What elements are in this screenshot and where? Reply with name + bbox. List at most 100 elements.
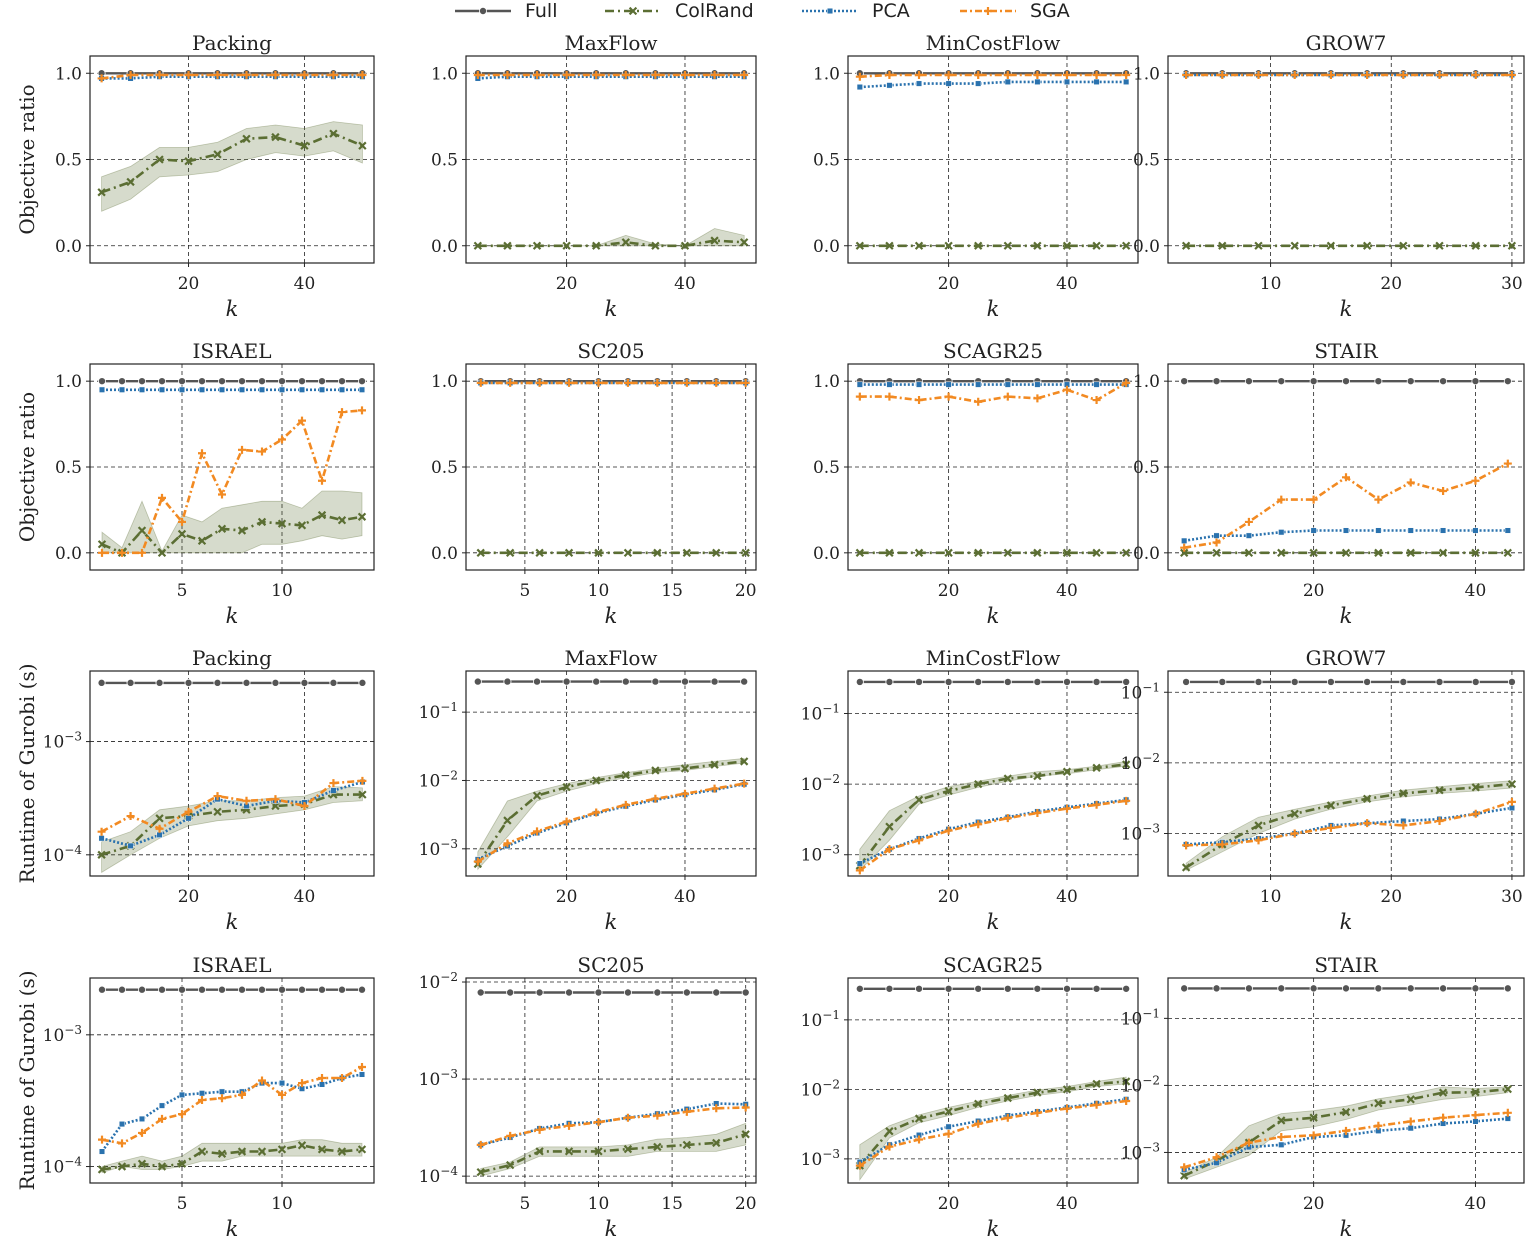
data-point	[1003, 774, 1012, 783]
data-point	[118, 548, 126, 557]
subplot-title: MinCostFlow	[926, 31, 1061, 55]
data-point	[680, 789, 689, 798]
x-tick-label: 20	[938, 581, 960, 601]
data-point	[594, 988, 603, 997]
data-point	[1062, 984, 1071, 993]
y-tick-label: 10−3	[419, 1067, 458, 1090]
data-point	[535, 1125, 544, 1134]
axes-frame	[1167, 977, 1525, 1184]
data-point	[562, 241, 571, 250]
x-tick-label: 30	[1501, 274, 1523, 294]
data-point	[318, 386, 326, 393]
data-point	[317, 377, 326, 386]
data-point	[1212, 1153, 1221, 1162]
y-tick-label: 10−3	[1121, 1140, 1160, 1163]
confidence-band-colrand	[101, 121, 363, 212]
data-point	[712, 1138, 721, 1148]
series-full	[1182, 677, 1516, 686]
legend-item-pca: PCA	[802, 0, 910, 22]
data-point	[856, 381, 863, 388]
series-colrand	[97, 1141, 367, 1174]
x-axis-label: k	[1340, 910, 1353, 934]
data-point	[271, 132, 280, 142]
data-point	[329, 779, 338, 788]
data-point	[535, 1147, 544, 1156]
data-point	[621, 238, 630, 247]
data-point	[1472, 1118, 1479, 1125]
data-point	[1254, 70, 1263, 79]
data-point	[1342, 473, 1350, 482]
data-point	[476, 378, 485, 387]
x-tick-label: 5	[177, 1194, 188, 1214]
data-point	[651, 677, 660, 686]
x-axis-label: k	[987, 1217, 1000, 1240]
data-point	[1374, 377, 1383, 386]
data-point	[238, 386, 246, 393]
data-point	[138, 1115, 146, 1122]
data-point	[532, 791, 542, 800]
y-tick-label: 1.0	[55, 372, 82, 392]
data-point	[710, 236, 719, 245]
data-point	[337, 516, 347, 525]
data-point	[503, 677, 512, 686]
subplot-title: GROW7	[1306, 31, 1387, 55]
plot-area	[855, 377, 1131, 558]
data-point	[503, 839, 512, 848]
data-point	[1121, 548, 1131, 558]
data-point	[297, 985, 306, 994]
data-point	[178, 1110, 186, 1119]
data-point	[1212, 984, 1221, 993]
data-point	[242, 70, 251, 79]
data-point	[1062, 70, 1071, 79]
data-point	[712, 378, 721, 387]
y-tick-label: 0.5	[55, 151, 82, 171]
data-point	[535, 548, 544, 558]
data-point	[317, 510, 327, 520]
data-point	[1471, 1088, 1480, 1097]
data-point	[974, 548, 983, 558]
data-point	[682, 988, 691, 997]
data-point	[1472, 527, 1479, 534]
data-point	[155, 824, 164, 833]
data-point	[564, 1147, 574, 1156]
data-point	[357, 1145, 367, 1154]
data-point	[1326, 70, 1335, 79]
x-tick-label: 10	[271, 1194, 293, 1214]
data-point	[138, 386, 146, 393]
x-axis-label: k	[1340, 604, 1353, 628]
data-point	[1310, 527, 1317, 534]
data-point	[1471, 241, 1480, 250]
data-point	[944, 1107, 953, 1116]
x-tick-label: 15	[661, 1194, 683, 1214]
y-tick-label: 10−3	[43, 730, 82, 753]
data-point	[682, 378, 691, 387]
data-point	[533, 827, 542, 836]
data-point	[1503, 459, 1512, 468]
data-point	[98, 548, 106, 557]
data-point	[855, 241, 865, 250]
x-tick-label: 5	[519, 1194, 530, 1214]
data-point	[1122, 378, 1131, 387]
data-point	[1003, 392, 1012, 401]
confidence-band-colrand	[477, 758, 745, 871]
data-point	[97, 188, 106, 197]
data-point	[1363, 70, 1372, 79]
data-point	[740, 779, 749, 788]
y-tick-label: 10−1	[801, 1008, 840, 1031]
y-tick-label: 0.5	[431, 458, 458, 478]
data-point	[1121, 760, 1131, 769]
series-line	[858, 763, 1127, 867]
series-sga	[855, 70, 1131, 81]
data-point	[1326, 677, 1335, 686]
x-tick-label: 5	[519, 581, 530, 601]
data-point	[473, 677, 482, 686]
x-tick-label: 20	[178, 274, 200, 294]
series-colrand	[855, 548, 1131, 558]
axes-frame	[89, 977, 375, 1184]
x-tick-label: 40	[1465, 1194, 1487, 1214]
data-point	[1181, 241, 1191, 250]
data-point	[237, 377, 246, 386]
series-line	[101, 132, 363, 194]
axes-frame	[465, 670, 757, 877]
data-point	[137, 377, 146, 386]
